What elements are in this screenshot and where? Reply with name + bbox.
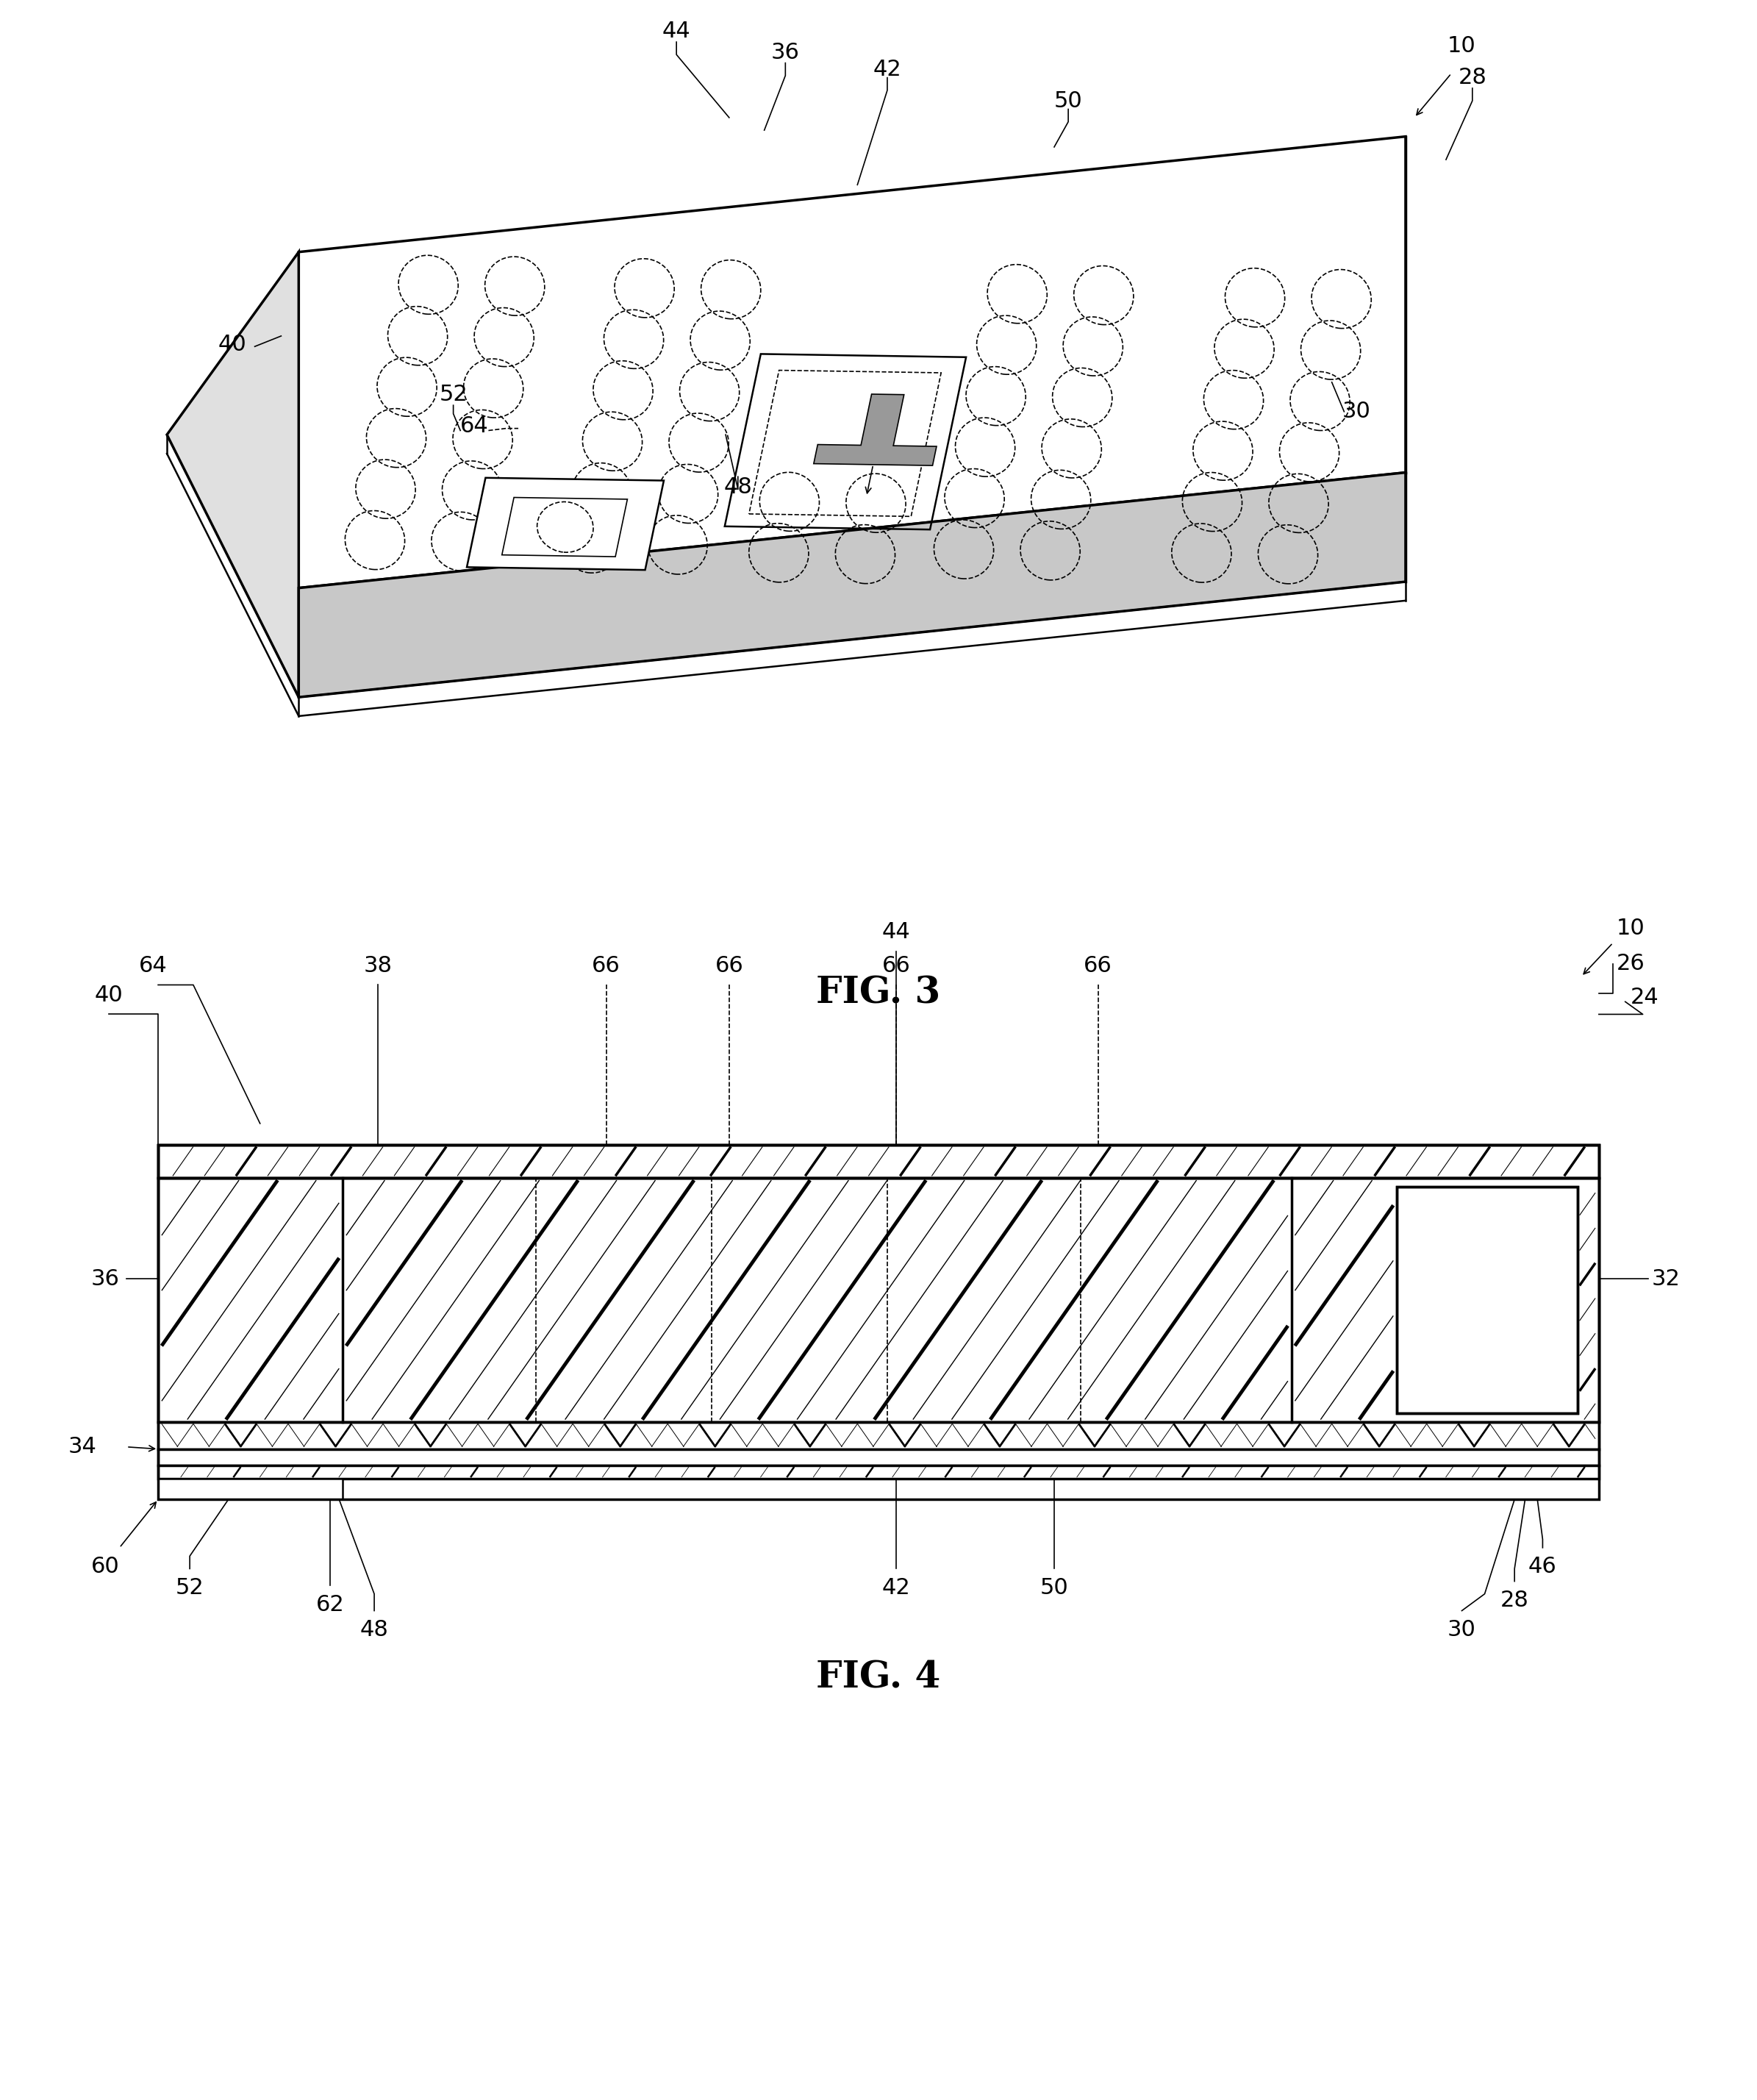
Text: 66: 66 <box>592 956 620 976</box>
Polygon shape <box>813 395 936 466</box>
Bar <box>158 1145 1599 1499</box>
Text: 50: 50 <box>1040 1577 1068 1598</box>
Bar <box>158 1466 1599 1478</box>
Text: 48: 48 <box>724 477 752 498</box>
Text: 64: 64 <box>460 416 488 437</box>
Bar <box>1397 1186 1578 1413</box>
Text: 42: 42 <box>873 59 901 80</box>
Text: 24: 24 <box>1630 987 1659 1008</box>
Text: 36: 36 <box>91 1268 119 1289</box>
Text: 10: 10 <box>1616 918 1645 939</box>
Text: 30: 30 <box>1342 401 1370 422</box>
Text: 44: 44 <box>882 922 910 943</box>
Bar <box>158 1449 1599 1466</box>
Bar <box>158 1145 1599 1178</box>
Text: 38: 38 <box>364 956 392 976</box>
Text: 48: 48 <box>360 1619 388 1640</box>
Polygon shape <box>299 137 1406 588</box>
Bar <box>158 1178 1599 1422</box>
Text: 28: 28 <box>1500 1590 1529 1611</box>
Text: 26: 26 <box>1616 953 1645 974</box>
Text: 36: 36 <box>771 42 799 63</box>
Text: FIG. 4: FIG. 4 <box>817 1659 940 1697</box>
Bar <box>158 1178 1599 1422</box>
Text: FIG. 3: FIG. 3 <box>817 974 940 1012</box>
Text: 66: 66 <box>1084 956 1112 976</box>
Text: 42: 42 <box>882 1577 910 1598</box>
Bar <box>1397 1186 1578 1413</box>
Text: 66: 66 <box>715 956 743 976</box>
Text: 50: 50 <box>1054 90 1082 111</box>
Polygon shape <box>467 479 664 569</box>
Bar <box>158 1422 1599 1449</box>
Text: 62: 62 <box>316 1594 344 1615</box>
Text: 40: 40 <box>95 985 123 1006</box>
Bar <box>158 1145 1599 1178</box>
Polygon shape <box>167 252 299 697</box>
Text: 60: 60 <box>91 1556 119 1577</box>
Text: 64: 64 <box>139 956 167 976</box>
Text: 28: 28 <box>1458 67 1486 88</box>
Text: 44: 44 <box>662 21 691 42</box>
Text: 46: 46 <box>1529 1556 1557 1577</box>
Text: 30: 30 <box>1448 1619 1476 1640</box>
Text: 10: 10 <box>1448 36 1476 57</box>
Text: 52: 52 <box>439 384 467 405</box>
Text: 32: 32 <box>1652 1268 1680 1289</box>
Text: 40: 40 <box>218 334 246 355</box>
Bar <box>158 1478 343 1499</box>
Text: 66: 66 <box>882 956 910 976</box>
Text: 52: 52 <box>176 1577 204 1598</box>
Text: 34: 34 <box>69 1436 97 1457</box>
Polygon shape <box>299 473 1406 697</box>
